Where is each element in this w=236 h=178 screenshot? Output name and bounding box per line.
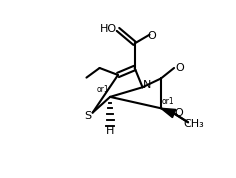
Text: H: H [106, 126, 114, 136]
Text: CH₃: CH₃ [183, 119, 204, 129]
Text: HO: HO [100, 23, 117, 33]
Text: O: O [148, 32, 156, 41]
Text: or1: or1 [162, 97, 174, 106]
Text: N: N [143, 80, 151, 90]
Text: O: O [174, 108, 183, 118]
Polygon shape [161, 108, 176, 118]
Text: or1: or1 [97, 85, 110, 94]
Text: O: O [176, 63, 185, 73]
Text: S: S [85, 111, 92, 121]
